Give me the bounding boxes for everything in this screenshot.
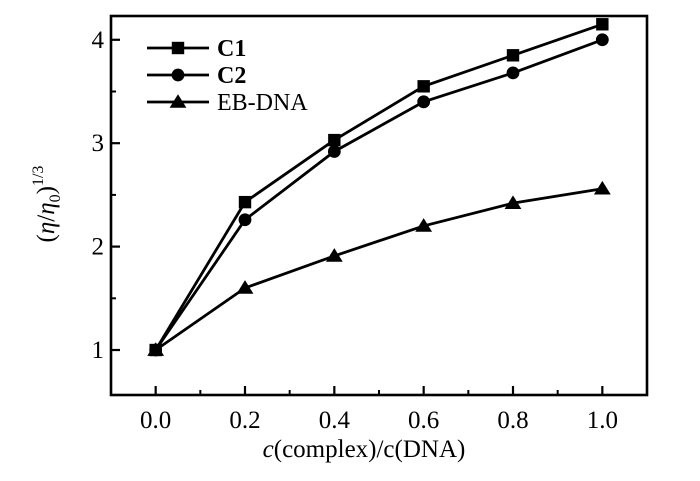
data-point-c1-2 bbox=[328, 133, 341, 147]
legend-label-c1: C1 bbox=[217, 36, 246, 62]
y-tick-label: 4 bbox=[92, 27, 105, 54]
legend-label-eb-dna: EB-DNA bbox=[217, 90, 308, 116]
data-point-c1-1 bbox=[238, 195, 252, 209]
y-tick-label: 3 bbox=[92, 130, 105, 157]
x-tick-label: 0.2 bbox=[229, 407, 260, 434]
x-tick-label: 0.4 bbox=[319, 407, 351, 434]
data-point-c2-5 bbox=[595, 33, 609, 47]
data-point-eb-dna-1 bbox=[236, 280, 254, 294]
y-tick-label: 2 bbox=[92, 234, 105, 261]
series-line-c2 bbox=[154, 38, 603, 351]
x-tick-label: 0.0 bbox=[140, 407, 171, 434]
data-point-c2-2 bbox=[327, 145, 341, 158]
data-point-eb-dna-3 bbox=[415, 218, 433, 232]
x-tick-label: 1.0 bbox=[587, 407, 618, 434]
data-point-c1-4 bbox=[506, 49, 520, 62]
legend-item-eb-dna: EB-DNA bbox=[147, 90, 308, 116]
data-point-eb-dna-2 bbox=[325, 248, 343, 262]
data-point-eb-dna-4 bbox=[504, 195, 522, 209]
legend-item-c2: C2 bbox=[147, 63, 246, 89]
x-tick-label: 0.6 bbox=[408, 407, 439, 434]
data-point-c1-5 bbox=[596, 18, 609, 31]
series-line-eb-dna bbox=[154, 187, 603, 352]
y-tick-label: 1 bbox=[92, 337, 105, 364]
data-point-eb-dna-5 bbox=[593, 180, 611, 195]
legend-marker-c2 bbox=[171, 68, 185, 82]
legend-marker-c1 bbox=[171, 41, 185, 55]
data-point-c2-1 bbox=[238, 213, 252, 227]
legend-item-c1: C1 bbox=[147, 36, 246, 62]
y-axis-title: (η/η0)1/3 bbox=[30, 166, 64, 243]
data-point-c1-3 bbox=[417, 80, 430, 93]
series-line-c1 bbox=[154, 22, 603, 351]
x-axis-title: c(complex)/c(DNA) bbox=[263, 436, 466, 463]
legend-marker-eb-dna bbox=[169, 94, 187, 108]
x-tick-label: 0.8 bbox=[497, 407, 528, 434]
data-point-c2-4 bbox=[506, 66, 520, 80]
data-point-c2-3 bbox=[417, 95, 431, 109]
legend-label-c2: C2 bbox=[217, 63, 246, 89]
data-point-eb-dna-0 bbox=[147, 342, 165, 356]
